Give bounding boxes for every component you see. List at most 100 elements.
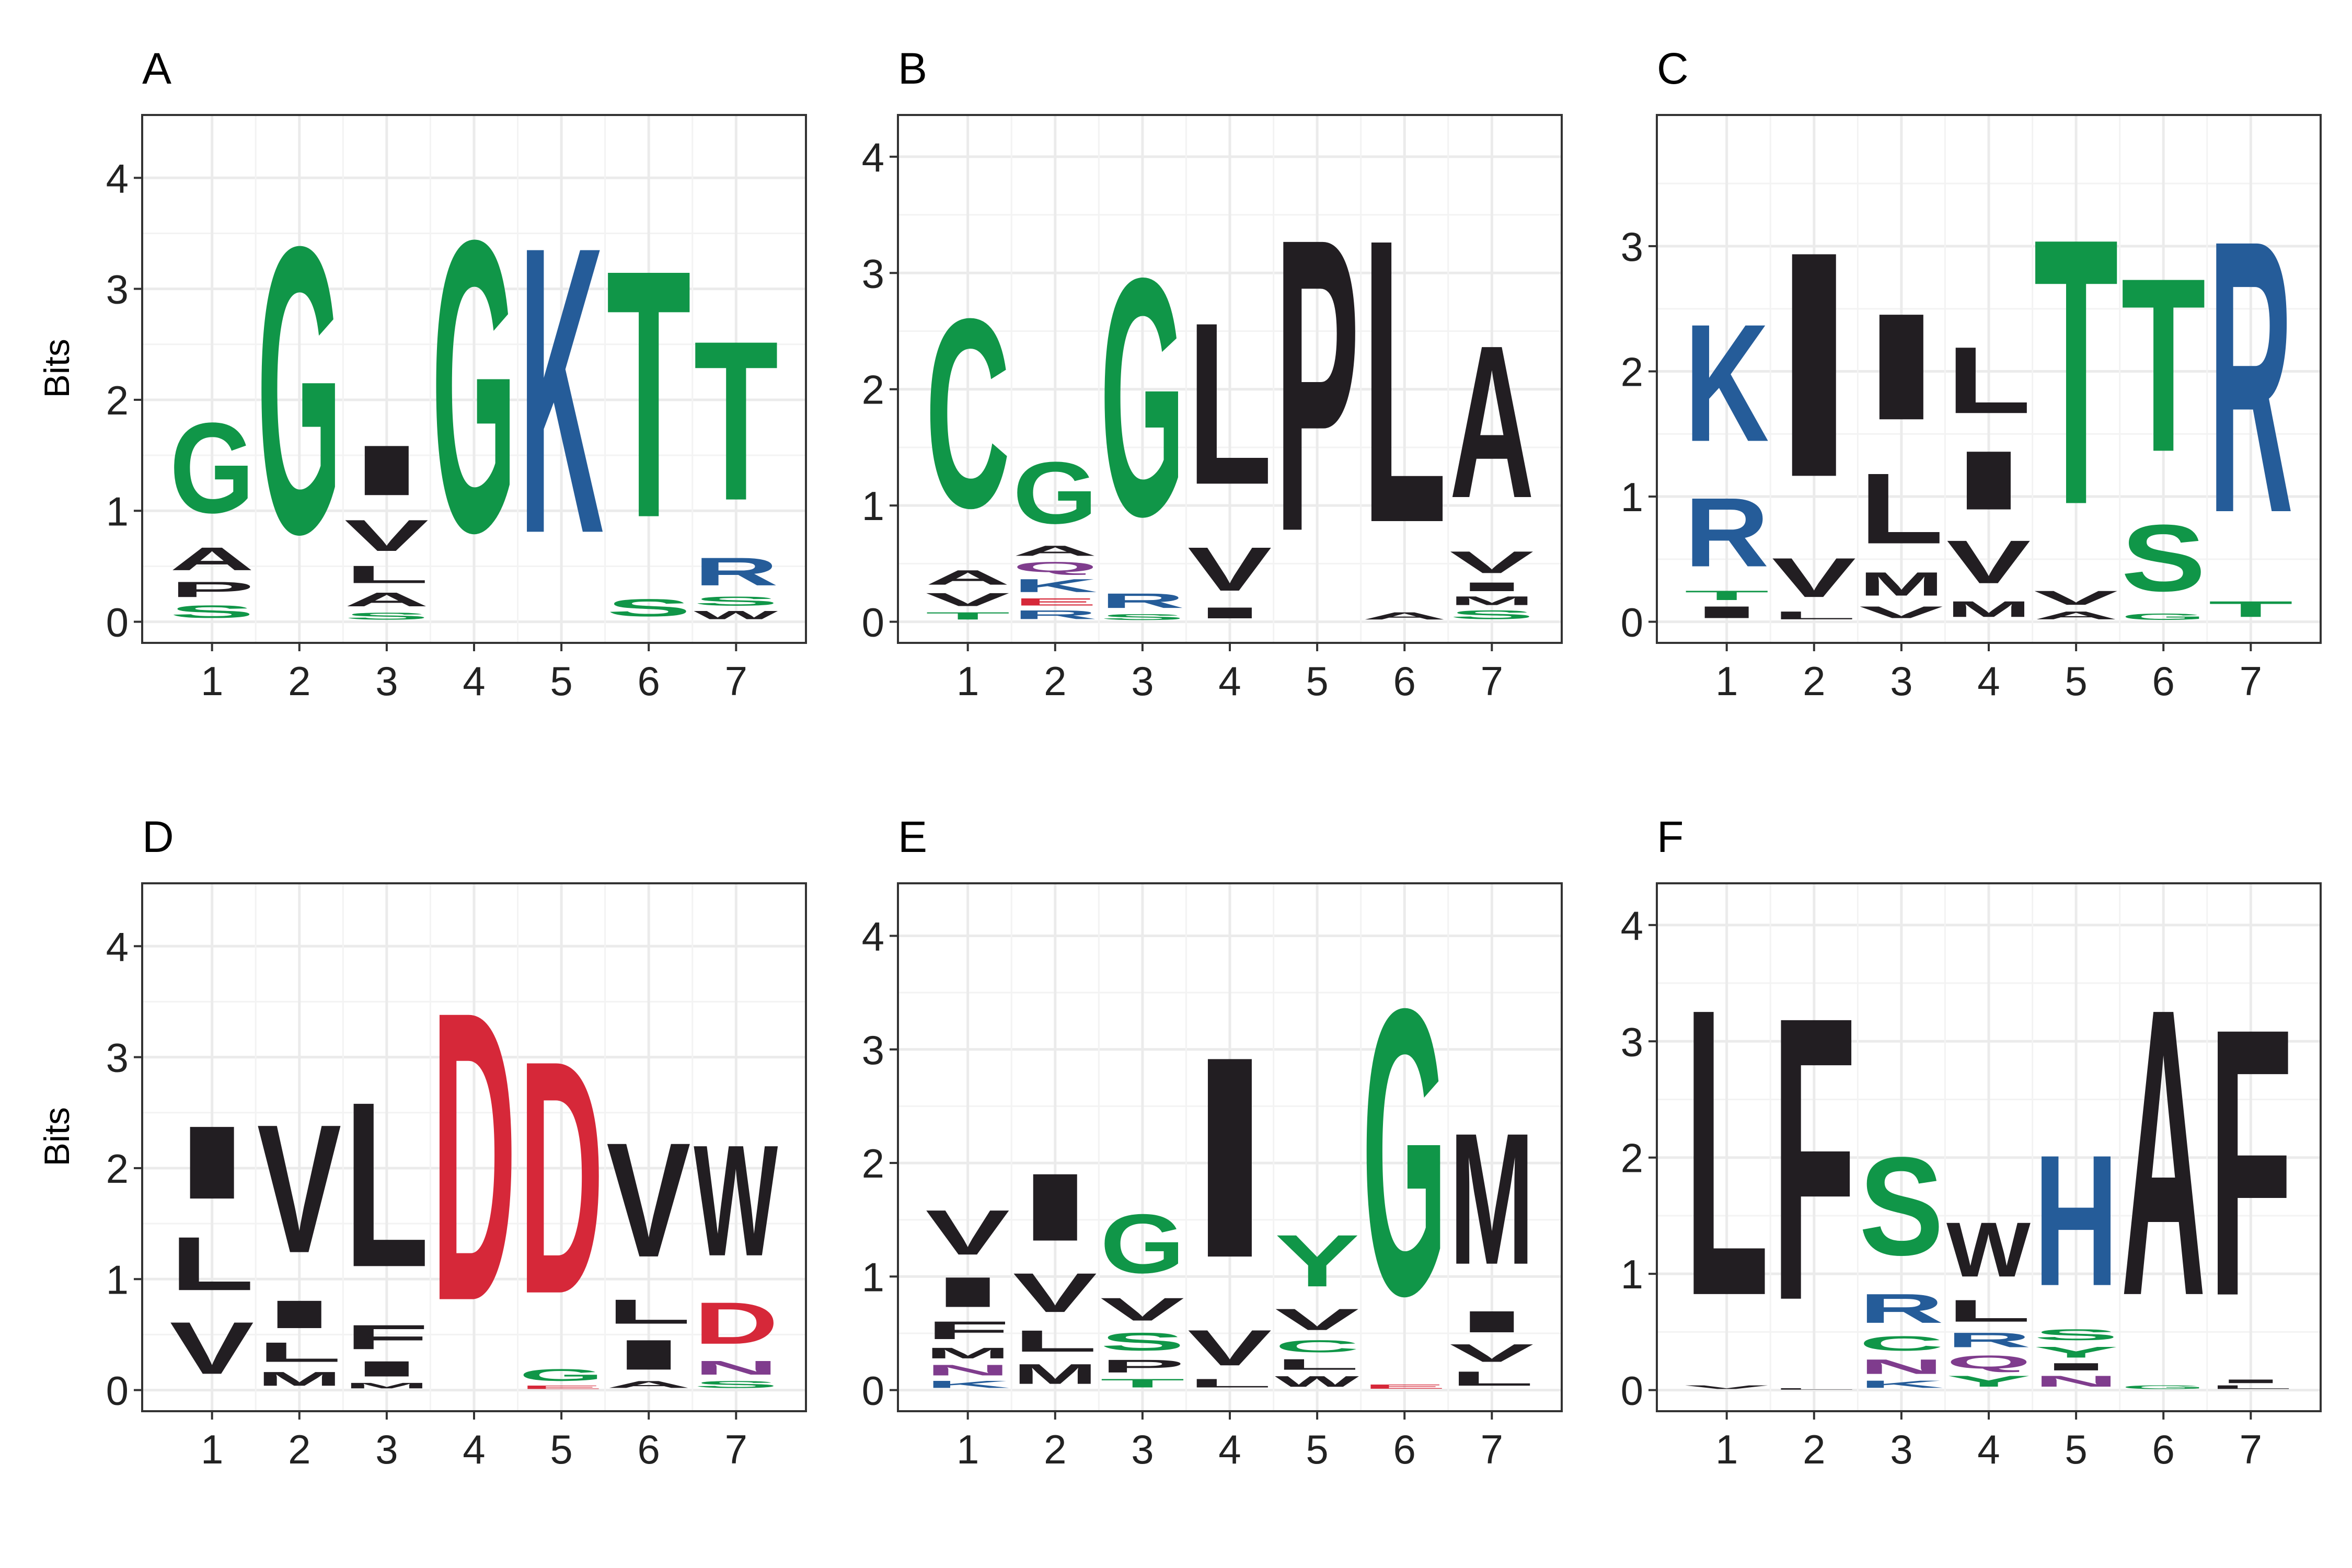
x-tick-label: 3	[1890, 658, 1912, 704]
logo-letter-E-7-3: M	[1449, 1094, 1534, 1304]
y-tick-label: 4	[862, 134, 884, 180]
panel-label: C	[1657, 44, 1689, 93]
logo-letter-C-2-2: I	[1772, 185, 1857, 545]
x-tick-label: 7	[1481, 1426, 1503, 1472]
logo-letter-F-4-3: L	[1946, 1294, 2031, 1329]
logo-letter-F-3-2: C	[1859, 1332, 1944, 1355]
x-tick-label: 6	[638, 658, 660, 704]
logo-letter-D-6-0: A	[606, 1379, 691, 1390]
y-tick-label: 3	[106, 267, 129, 313]
logo-letter-B-2-3: Q	[1013, 559, 1098, 575]
logo-letter-D-3-2: F	[344, 1318, 429, 1356]
logo-letter-B-2-4: A	[1013, 543, 1098, 559]
y-tick-label: 3	[1621, 224, 1643, 270]
gridlines	[898, 883, 1562, 1411]
logo-letter-C-3-3: I	[1859, 282, 1944, 452]
logo-letter-E-1-5: V	[926, 1197, 1010, 1268]
x-axis: 1 2 3 4 5 6 7	[1715, 1411, 2262, 1472]
logo-letter-D-5-0: E	[519, 1385, 604, 1390]
logo-letter-F-4-2: R	[1946, 1329, 2031, 1352]
logo-letter-E-6-1: G	[1362, 924, 1447, 1380]
logo-letter-F-7-1: I	[2208, 1378, 2293, 1384]
logo-letter-D-4-0: D	[432, 926, 516, 1387]
logo-letter-B-4-2: L	[1187, 275, 1272, 533]
x-axis: 1 2 3 4 5 6 7	[201, 643, 747, 704]
x-tick-label: 3	[1131, 1426, 1154, 1472]
y-tick-label: 3	[1621, 1019, 1643, 1065]
logo-letter-E-1-1: N	[926, 1362, 1010, 1379]
x-tick-label: 5	[2065, 658, 2087, 704]
y-tick-label: 3	[862, 250, 884, 296]
y-tick-label: 1	[1621, 474, 1643, 520]
logo-letter-E-1-0: K	[926, 1379, 1010, 1390]
logo-letter-F-5-1: I	[2034, 1361, 2118, 1373]
y-axis: 0 1 2 3 4	[106, 924, 142, 1414]
logo-letter-E-3-4: G	[1100, 1197, 1185, 1291]
logo-letter-E-3-3: V	[1100, 1292, 1184, 1328]
y-tick-label: 1	[862, 483, 884, 529]
logo-letter-D-7-3: W	[694, 1112, 778, 1289]
logo-letter-E-2-2: V	[1013, 1262, 1097, 1324]
logo-letter-B-2-0: R	[1013, 608, 1098, 622]
logo-letter-E-5-3: V	[1275, 1302, 1359, 1336]
x-tick-label: 2	[288, 658, 310, 704]
logo-letter-A-5-0: K	[519, 162, 604, 619]
logo-letter-E-7-1: V	[1449, 1339, 1534, 1367]
y-tick-label: 2	[1621, 349, 1643, 395]
logo-letter-B-2-2: K	[1013, 575, 1098, 596]
logo-letter-A-2-0: G	[257, 162, 342, 619]
x-tick-label: 2	[288, 1426, 310, 1472]
logo-letter-C-1-3: K	[1685, 289, 1769, 477]
logo-letter-E-4-0: L	[1187, 1376, 1272, 1390]
logo-letter-F-4-0: Y	[1946, 1373, 2031, 1390]
logo-letter-A-3-1: A	[344, 589, 429, 610]
logo-letter-B-7-0: S	[1449, 608, 1534, 622]
logo-letter-F-4-1: Q	[1946, 1352, 2031, 1373]
y-tick-label: 1	[862, 1254, 884, 1300]
x-tick-label: 3	[375, 1426, 398, 1472]
y-tick-label: 2	[106, 377, 129, 423]
logo-letter-D-7-0: S	[694, 1379, 778, 1390]
x-axis: 1 2 3 4 5 6 7	[956, 643, 1503, 704]
y-tick-label: 1	[106, 1256, 129, 1302]
logo-letter-B-7-4: A	[1449, 300, 1534, 544]
logo-letter-A-1-1: P	[170, 577, 255, 602]
x-tick-label: 5	[1306, 1426, 1328, 1472]
y-axis: 0 1 2 3	[1621, 224, 1657, 645]
x-tick-label: 6	[2152, 1426, 2175, 1472]
x-tick-label: 7	[2240, 1426, 2262, 1472]
logo-letter-E-2-3: I	[1013, 1154, 1098, 1261]
logo-letter-B-2-1: E	[1013, 596, 1098, 608]
logo-letter-A-3-3: V	[344, 511, 429, 560]
x-tick-label: 7	[2240, 658, 2262, 704]
x-axis: 1 2 3 4 5 6 7	[1715, 643, 2262, 704]
logo-letter-D-6-3: V	[606, 1109, 691, 1292]
y-tick-label: 0	[1621, 599, 1643, 645]
logo-letter-F-5-0: N	[2034, 1373, 2118, 1390]
logo-letter-A-1-3: G	[170, 396, 255, 540]
logo-letter-E-2-0: M	[1013, 1358, 1098, 1390]
logo-letter-D-1-0: V	[170, 1307, 254, 1390]
y-axis-title: Bits	[37, 1107, 77, 1166]
y-tick-label: 1	[1621, 1251, 1643, 1297]
logo-letter-A-3-2: L	[344, 561, 429, 589]
logo-letter-D-1-1: L	[170, 1221, 255, 1307]
logo-letter-E-4-1: V	[1187, 1320, 1272, 1376]
logo-letter-A-7-0: W	[694, 608, 778, 621]
x-tick-label: 2	[1044, 1426, 1066, 1472]
x-tick-label: 7	[725, 658, 747, 704]
logo-letter-C-4-1: V	[1946, 528, 2031, 596]
x-tick-label: 4	[1218, 1426, 1241, 1472]
logo-letter-B-3-0: S	[1100, 613, 1185, 622]
x-tick-label: 6	[2152, 658, 2175, 704]
logo-letter-A-1-2: A	[170, 540, 255, 577]
logo-letter-C-4-0: M	[1946, 596, 2031, 621]
logo-letter-C-1-0: I	[1685, 603, 1769, 621]
x-tick-label: 2	[1044, 658, 1066, 704]
